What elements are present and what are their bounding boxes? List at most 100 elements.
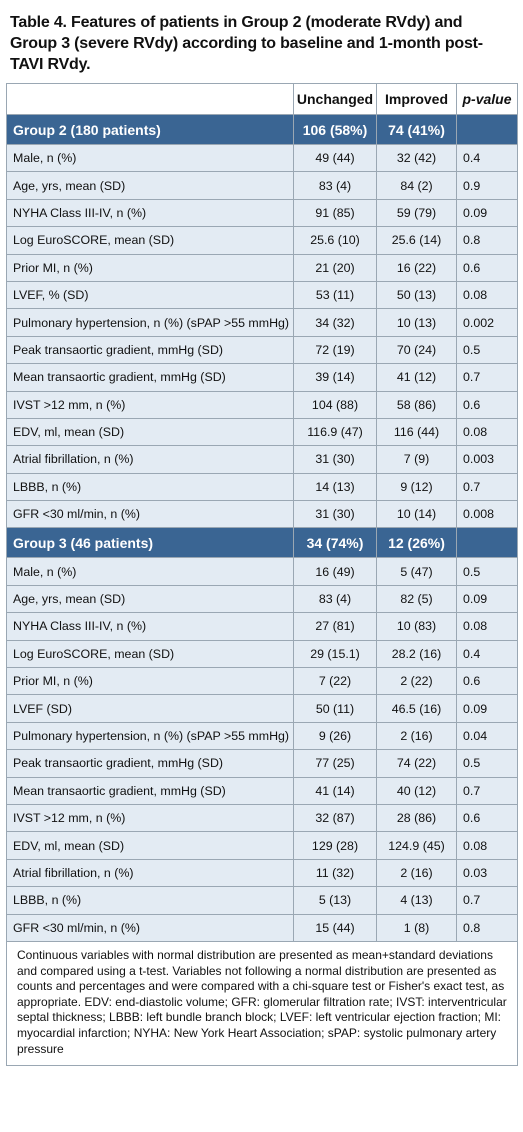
table-row: Age, yrs, mean (SD) 83 (4) 82 (5) 0.09 (6, 584, 518, 614)
cell-improved: 41 (12) (376, 363, 457, 392)
cell-p-value: 0.08 (456, 831, 518, 860)
table-row: EDV, ml, mean (SD) 116.9 (47) 116 (44) 0.08 (6, 417, 518, 447)
header-p-value: p-value (456, 83, 518, 115)
cell-p-value: 0.7 (456, 886, 518, 915)
group-label: Group 3 (46 patients) (6, 527, 294, 559)
cell-p-value: 0.08 (456, 280, 518, 310)
cell-improved: 28.2 (16) (376, 639, 457, 669)
cell-improved: 16 (22) (376, 253, 457, 282)
cell-p-value: 0.6 (456, 390, 518, 419)
table-row: Mean transaortic gradient, mmHg (SD) 41 (… (6, 776, 518, 805)
cell-p-value: 0.9 (456, 171, 518, 200)
row-label: LBBB, n (%) (6, 472, 294, 502)
row-label: Atrial fibrillation, n (%) (6, 858, 294, 888)
table-row: Log EuroSCORE, mean (SD) 25.6 (10) 25.6 (1… (6, 226, 518, 255)
cell-improved: 5 (47) (376, 557, 457, 586)
cell-unchanged: 77 (25) (293, 749, 377, 778)
cell-improved: 124.9 (45) (376, 831, 457, 860)
cell-improved: 84 (2) (376, 171, 457, 200)
table-row: Atrial fibrillation, n (%) 31 (30) 7 (9) 0.… (6, 445, 518, 474)
cell-unchanged: 15 (44) (293, 913, 377, 942)
table-row: NYHA Class III-IV, n (%) 91 (85) 59 (79) 0.… (6, 198, 518, 228)
table-caption: Table 4. Features of patients in Group 2… (10, 14, 483, 73)
cell-p-value: 0.09 (456, 584, 518, 614)
row-label: Male, n (%) (6, 143, 294, 173)
row-label: LVEF (SD) (6, 694, 294, 723)
row-label: Prior MI, n (%) (6, 667, 294, 696)
table-row: Pulmonary hypertension, n (%) (sPAP >55 … (6, 721, 518, 751)
table-row: Peak transaortic gradient, mmHg (SD) 77 (… (6, 749, 518, 778)
cell-p-value: 0.008 (456, 500, 518, 529)
cell-p-value: 0.002 (456, 308, 518, 337)
group-unchanged: 34 (74%) (293, 527, 377, 559)
row-label: NYHA Class III-IV, n (%) (6, 198, 294, 228)
group-improved: 12 (26%) (376, 527, 457, 559)
cell-p-value: 0.5 (456, 749, 518, 778)
cell-improved: 50 (13) (376, 280, 457, 310)
group-header-row: Group 3 (46 patients) 34 (74%) 12 (26%) (6, 527, 518, 559)
header-p-value-label: p-value (462, 91, 512, 107)
cell-p-value: 0.7 (456, 776, 518, 805)
row-label: Mean transaortic gradient, mmHg (SD) (6, 776, 294, 805)
cell-unchanged: 5 (13) (293, 886, 377, 915)
cell-unchanged: 83 (4) (293, 584, 377, 614)
row-label: Pulmonary hypertension, n (%) (sPAP >55 … (6, 721, 294, 751)
row-label: Log EuroSCORE, mean (SD) (6, 226, 294, 255)
cell-p-value: 0.6 (456, 253, 518, 282)
row-label: Age, yrs, mean (SD) (6, 584, 294, 614)
cell-improved: 58 (86) (376, 390, 457, 419)
cell-unchanged: 21 (20) (293, 253, 377, 282)
cell-improved: 40 (12) (376, 776, 457, 805)
table-row: LVEF, % (SD) 53 (11) 50 (13) 0.08 (6, 280, 518, 310)
cell-unchanged: 41 (14) (293, 776, 377, 805)
table-body: Group 2 (180 patients) 106 (58%) 74 (41%) M… (6, 114, 518, 942)
table-row: LBBB, n (%) 14 (13) 9 (12) 0.7 (6, 472, 518, 502)
cell-unchanged: 14 (13) (293, 472, 377, 502)
table-row: Age, yrs, mean (SD) 83 (4) 84 (2) 0.9 (6, 171, 518, 200)
cell-p-value: 0.03 (456, 858, 518, 888)
cell-improved: 9 (12) (376, 472, 457, 502)
cell-p-value: 0.4 (456, 143, 518, 173)
cell-p-value: 0.8 (456, 913, 518, 942)
cell-p-value: 0.003 (456, 445, 518, 474)
cell-unchanged: 39 (14) (293, 363, 377, 392)
cell-unchanged: 7 (22) (293, 667, 377, 696)
row-label: EDV, ml, mean (SD) (6, 831, 294, 860)
table-footnote: Continuous variables with normal distrib… (6, 940, 518, 1067)
cell-unchanged: 91 (85) (293, 198, 377, 228)
group-p-value (456, 527, 518, 559)
cell-unchanged: 9 (26) (293, 721, 377, 751)
table-row: Atrial fibrillation, n (%) 11 (32) 2 (16) 0… (6, 858, 518, 888)
cell-p-value: 0.6 (456, 667, 518, 696)
cell-improved: 70 (24) (376, 335, 457, 365)
table-row: NYHA Class III-IV, n (%) 27 (81) 10 (83) 0.… (6, 612, 518, 641)
cell-unchanged: 29 (15.1) (293, 639, 377, 669)
cell-p-value: 0.6 (456, 803, 518, 833)
header-label-column (6, 83, 294, 115)
table-row: Prior MI, n (%) 7 (22) 2 (22) 0.6 (6, 667, 518, 696)
row-label: LVEF, % (SD) (6, 280, 294, 310)
group-label: Group 2 (180 patients) (6, 114, 294, 145)
table-row: GFR <30 ml/min, n (%) 31 (30) 10 (14) 0.008 (6, 500, 518, 529)
table-row: Male, n (%) 49 (44) 32 (42) 0.4 (6, 143, 518, 173)
cell-unchanged: 129 (28) (293, 831, 377, 860)
group-improved: 74 (41%) (376, 114, 457, 145)
group-unchanged: 106 (58%) (293, 114, 377, 145)
header-improved: Improved (376, 83, 457, 115)
cell-p-value: 0.08 (456, 417, 518, 447)
table-row: Prior MI, n (%) 21 (20) 16 (22) 0.6 (6, 253, 518, 282)
cell-improved: 2 (16) (376, 858, 457, 888)
cell-improved: 10 (83) (376, 612, 457, 641)
group-p-value (456, 114, 518, 145)
cell-improved: 25.6 (14) (376, 226, 457, 255)
cell-unchanged: 11 (32) (293, 858, 377, 888)
table-row: IVST >12 mm, n (%) 104 (88) 58 (86) 0.6 (6, 390, 518, 419)
features-table: Unchanged Improved p-value Group 2 (180 … (6, 83, 518, 1067)
cell-unchanged: 53 (11) (293, 280, 377, 310)
row-label: Prior MI, n (%) (6, 253, 294, 282)
table-row: EDV, ml, mean (SD) 129 (28) 124.9 (45) 0.08 (6, 831, 518, 860)
cell-unchanged: 50 (11) (293, 694, 377, 723)
cell-p-value: 0.7 (456, 363, 518, 392)
row-label: Log EuroSCORE, mean (SD) (6, 639, 294, 669)
row-label: GFR <30 ml/min, n (%) (6, 500, 294, 529)
